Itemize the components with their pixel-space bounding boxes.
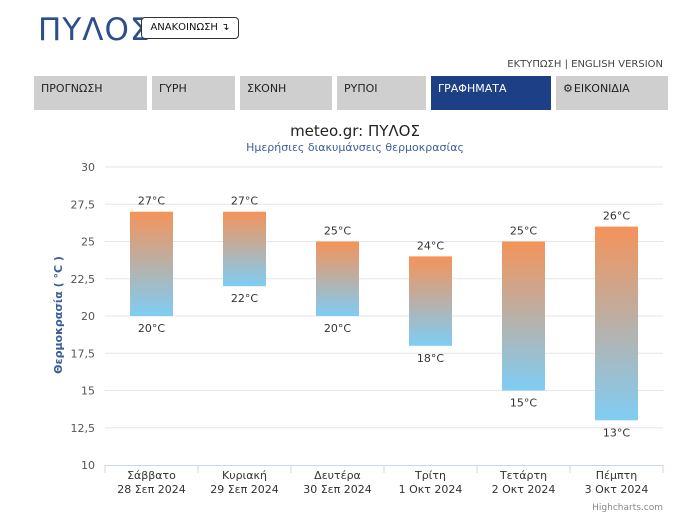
y-tick-label: 25: [81, 236, 95, 249]
temperature-range-bar: [595, 226, 638, 421]
min-temp-label: 20°C: [324, 322, 351, 335]
min-temp-label: 15°C: [510, 397, 537, 410]
chart-credits[interactable]: Highcharts.com: [592, 503, 663, 513]
tab-graphs-label: ΓΡΑΦΗΜΑΤΑ: [438, 82, 507, 95]
tab-graphs[interactable]: ΓΡΑΦΗΜΑΤΑ: [431, 76, 551, 110]
y-tick-label: 17,5: [71, 347, 96, 360]
x-tick-date-label: 1 Οκτ 2024: [399, 483, 463, 496]
temperature-range-bar: [502, 241, 545, 391]
x-tick-day-label: Πέμπτη: [596, 469, 637, 482]
min-temp-label: 18°C: [417, 352, 444, 365]
announcement-button[interactable]: ΑΝΑΚΟΙΝΩΣΗ ↴: [141, 17, 239, 39]
min-temp-label: 20°C: [138, 322, 165, 335]
tab-pollen-label: ΓΥΡΗ: [159, 82, 187, 95]
tab-pollutants[interactable]: ΡΥΠΟΙ: [337, 76, 426, 110]
y-tick-label: 22,5: [71, 273, 96, 286]
y-tick-label: 20: [81, 310, 95, 323]
x-tick-day-label: Σάββατο: [127, 469, 176, 482]
tab-forecast-label: ΠΡΟΓΝΩΣΗ: [41, 82, 103, 95]
x-tick-date-label: 2 Οκτ 2024: [492, 483, 556, 496]
min-temp-label: 22°C: [231, 292, 258, 305]
chart-subtitle: Ημερήσιες διακυμάνσεις θερμοκρασίας: [246, 141, 464, 154]
max-temp-label: 25°C: [324, 225, 351, 238]
min-temp-label: 13°C: [603, 426, 630, 439]
y-tick-label: 30: [81, 161, 95, 174]
arrow-turn-down-icon: ↴: [221, 22, 230, 33]
tab-forecast[interactable]: ΠΡΟΓΝΩΣΗ: [34, 76, 147, 110]
max-temp-label: 26°C: [603, 210, 630, 223]
tab-pollutants-label: ΡΥΠΟΙ: [344, 82, 378, 95]
tab-icons[interactable]: ⚙ΕΙΚΟΝΙΔΙΑ: [556, 76, 668, 110]
y-tick-label: 10: [81, 459, 95, 472]
y-tick-label: 27,5: [71, 198, 96, 211]
x-tick-day-label: Τετάρτη: [499, 469, 547, 482]
y-axis-title: Θερμοκρασία ( °C ): [52, 256, 65, 374]
gear-icon: ⚙: [563, 82, 573, 95]
x-tick-day-label: Δευτέρα: [314, 469, 361, 482]
english-version-link[interactable]: ENGLISH VERSION: [571, 59, 663, 70]
max-temp-label: 27°C: [138, 195, 165, 208]
grid-lines: [105, 166, 663, 429]
temperature-range-bar: [316, 241, 359, 316]
link-separator: |: [564, 59, 568, 70]
data-labels: 27°C 20°C 27°C 22°C 25°C 20°C 24°C 18°C 25°C 15°C…: [138, 195, 630, 440]
chart-title: meteo.gr: ΠΥΛΟΣ: [290, 122, 420, 140]
announcement-label: ΑΝΑΚΟΙΝΩΣΗ: [150, 22, 218, 33]
max-temp-label: 27°C: [231, 195, 258, 208]
x-tick-day-label: Τρίτη: [414, 469, 446, 482]
city-title: ΠΥΛΟΣ: [38, 12, 151, 48]
x-tick-date-label: 3 Οκτ 2024: [585, 483, 649, 496]
y-tick-label: 15: [81, 385, 95, 398]
print-link[interactable]: ΕΚΤΥΠΩΣΗ: [507, 59, 562, 70]
y-tick-label: 12,5: [71, 422, 96, 435]
tab-pollen[interactable]: ΓΥΡΗ: [152, 76, 235, 110]
max-temp-label: 24°C: [417, 239, 444, 252]
x-tick-date-label: 28 Σεπ 2024: [117, 483, 186, 496]
tab-dust[interactable]: ΣΚΟΝΗ: [240, 76, 332, 110]
nav-tabs: ΠΡΟΓΝΩΣΗ ΓΥΡΗ ΣΚΟΝΗ ΡΥΠΟΙ ΓΡΑΦΗΜΑΤΑ ⚙ΕΙΚ…: [34, 76, 668, 110]
max-temp-label: 25°C: [510, 225, 537, 238]
x-tick-date-label: 29 Σεπ 2024: [210, 483, 279, 496]
x-tick-date-label: 30 Σεπ 2024: [303, 483, 372, 496]
tab-icons-label: ΕΙΚΟΝΙΔΙΑ: [573, 82, 630, 95]
tab-dust-label: ΣΚΟΝΗ: [247, 82, 287, 95]
bars: [130, 211, 638, 421]
temperature-range-bar: [130, 211, 173, 316]
top-links: ΕΚΤΥΠΩΣΗ | ENGLISH VERSION: [507, 59, 663, 70]
temperature-range-bar: [223, 211, 266, 287]
temperature-range-bar: [409, 256, 452, 346]
x-tick-day-label: Κυριακή: [222, 469, 267, 482]
